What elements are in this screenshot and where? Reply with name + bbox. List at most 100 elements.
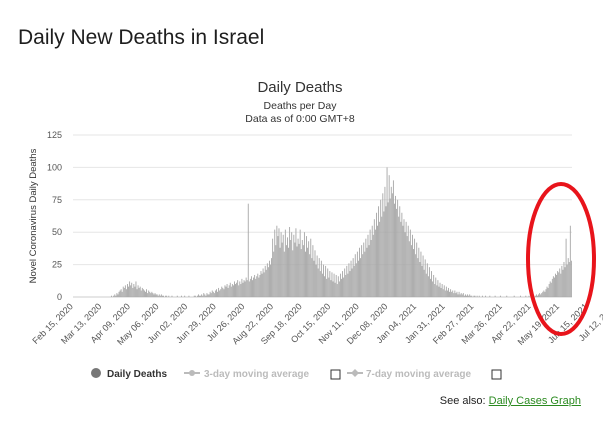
bar[interactable] <box>333 273 335 297</box>
bar[interactable] <box>272 238 274 297</box>
bar[interactable] <box>203 293 205 297</box>
bar[interactable] <box>556 274 558 297</box>
bar[interactable] <box>147 293 149 297</box>
bar[interactable] <box>442 289 444 297</box>
bar[interactable] <box>148 290 150 297</box>
bar[interactable] <box>547 287 549 297</box>
bar[interactable] <box>361 245 363 297</box>
bar[interactable] <box>456 291 458 297</box>
bar[interactable] <box>378 206 380 297</box>
bar[interactable] <box>127 284 128 297</box>
bar[interactable] <box>345 274 347 297</box>
bar[interactable] <box>381 216 383 297</box>
bar[interactable] <box>242 282 244 297</box>
bar[interactable] <box>338 281 340 297</box>
bar[interactable] <box>250 276 252 297</box>
bar[interactable] <box>137 285 139 297</box>
bar[interactable] <box>160 294 162 297</box>
bar[interactable] <box>394 203 395 297</box>
bar[interactable] <box>481 295 483 297</box>
bar[interactable] <box>539 293 541 297</box>
bar[interactable] <box>449 291 450 297</box>
bar[interactable] <box>383 211 385 297</box>
bar[interactable] <box>402 225 404 297</box>
bar[interactable] <box>287 237 288 297</box>
bar[interactable] <box>115 295 117 297</box>
bar[interactable] <box>550 282 552 297</box>
bar[interactable] <box>245 277 247 297</box>
bar[interactable] <box>316 255 318 297</box>
bar[interactable] <box>544 291 546 297</box>
bar[interactable] <box>142 289 144 297</box>
bar[interactable] <box>283 251 285 297</box>
bar[interactable] <box>331 272 333 297</box>
bar[interactable] <box>306 236 307 297</box>
bar[interactable] <box>568 262 570 297</box>
bar[interactable] <box>335 274 337 297</box>
bar[interactable] <box>398 216 400 297</box>
bar[interactable] <box>266 263 268 297</box>
bar[interactable] <box>165 295 167 297</box>
bar[interactable] <box>406 236 408 297</box>
bar[interactable] <box>253 277 255 297</box>
bar[interactable] <box>225 286 227 297</box>
bar[interactable] <box>308 241 310 297</box>
bar[interactable] <box>263 272 265 297</box>
bar[interactable] <box>171 295 173 297</box>
bar[interactable] <box>467 294 469 297</box>
bar[interactable] <box>256 276 258 297</box>
bar[interactable] <box>296 246 298 297</box>
bar[interactable] <box>212 291 214 297</box>
bar[interactable] <box>217 291 218 297</box>
bar[interactable] <box>350 260 352 297</box>
bar[interactable] <box>328 277 330 297</box>
bar[interactable] <box>418 247 420 297</box>
bar[interactable] <box>313 260 315 297</box>
bar[interactable] <box>436 285 438 297</box>
bar[interactable] <box>336 284 338 297</box>
bar[interactable] <box>445 286 447 297</box>
bar[interactable] <box>332 281 334 297</box>
bar[interactable] <box>241 278 243 297</box>
bar[interactable] <box>249 278 251 297</box>
bar[interactable] <box>181 295 182 297</box>
bar[interactable] <box>367 234 369 297</box>
bar[interactable] <box>395 195 396 297</box>
bar[interactable] <box>541 293 543 297</box>
bar[interactable] <box>116 293 118 297</box>
bar[interactable] <box>520 295 521 297</box>
bar[interactable] <box>387 202 389 297</box>
bar[interactable] <box>208 294 210 297</box>
bar[interactable] <box>414 238 416 297</box>
bar[interactable] <box>293 234 295 297</box>
bar[interactable] <box>321 273 323 297</box>
bar[interactable] <box>374 229 376 297</box>
bar[interactable] <box>277 236 279 297</box>
bar[interactable] <box>535 294 537 297</box>
bar[interactable] <box>222 287 224 297</box>
bar[interactable] <box>471 295 473 297</box>
bar[interactable] <box>207 294 209 297</box>
bar[interactable] <box>285 245 287 297</box>
bar[interactable] <box>359 247 360 297</box>
bar[interactable] <box>546 286 548 297</box>
daily-cases-graph-link[interactable]: Daily Cases Graph <box>488 395 581 407</box>
bar[interactable] <box>275 245 277 297</box>
bar[interactable] <box>157 295 159 297</box>
bar[interactable] <box>344 268 346 297</box>
bar[interactable] <box>196 295 198 297</box>
bar[interactable] <box>410 245 412 297</box>
bar[interactable] <box>435 277 437 297</box>
bar[interactable] <box>216 289 217 297</box>
bar[interactable] <box>176 295 178 297</box>
bar[interactable] <box>407 225 409 297</box>
bar[interactable] <box>474 295 476 297</box>
bar[interactable] <box>416 242 418 297</box>
bar[interactable] <box>538 294 539 297</box>
bar[interactable] <box>355 263 357 297</box>
bar[interactable] <box>466 295 467 297</box>
bar[interactable] <box>555 273 556 297</box>
bar[interactable] <box>151 291 153 297</box>
bar[interactable] <box>262 268 264 297</box>
bar[interactable] <box>372 234 374 297</box>
